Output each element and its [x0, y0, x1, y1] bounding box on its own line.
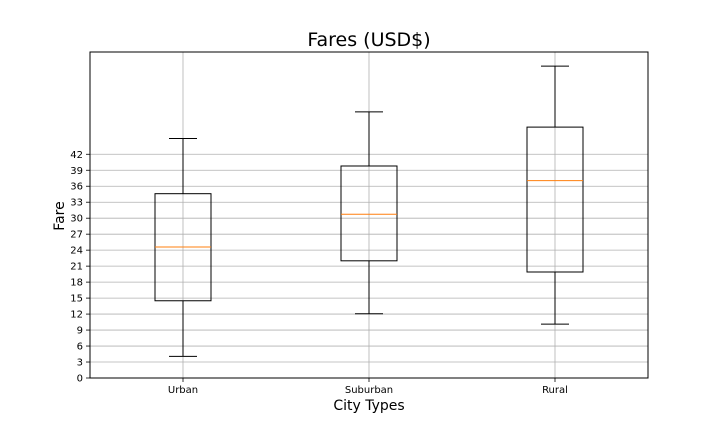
y-tick-label: 15: [70, 294, 83, 305]
y-tick-label: 24: [70, 246, 83, 257]
y-tick-label: 0: [77, 374, 83, 385]
iqr-box: [340, 165, 398, 262]
y-tick-label: 21: [70, 262, 83, 273]
y-tick-label: 39: [70, 166, 83, 177]
grid-lines: [90, 52, 648, 379]
x-tick-label: Rural: [542, 385, 568, 396]
chart-title: Fares (USD$): [307, 29, 430, 51]
y-tick-label: 3: [77, 358, 83, 369]
y-tick-label: 12: [70, 310, 83, 321]
y-tick-label: 27: [70, 230, 83, 241]
x-tick-label: Suburban: [345, 385, 393, 396]
y-tick-label: 9: [77, 326, 83, 337]
box-urban: [154, 137, 212, 357]
y-tick-label: 30: [70, 214, 83, 225]
y-tick-label: 18: [70, 278, 83, 289]
x-axis-label: City Types: [333, 398, 404, 414]
box-series: [154, 65, 584, 357]
y-tick-label: 42: [70, 150, 83, 161]
y-tick-label: 6: [77, 342, 83, 353]
box-suburban: [340, 111, 398, 315]
y-tick-label: 36: [70, 182, 83, 193]
y-tick-label: 33: [70, 198, 83, 209]
box-rural: [526, 65, 584, 325]
x-axis-ticks: Urban Suburban Rural: [168, 378, 568, 396]
y-axis-label: Fare: [52, 201, 68, 230]
iqr-box: [526, 126, 584, 273]
x-tick-label: Urban: [168, 385, 198, 396]
